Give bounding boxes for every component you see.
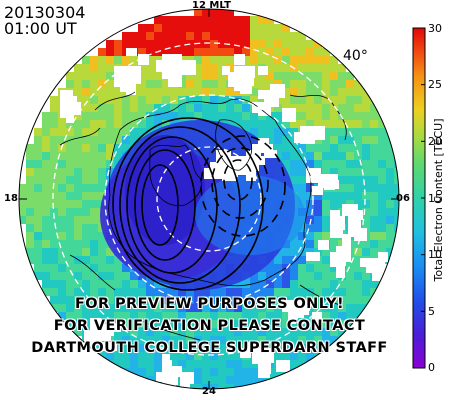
mlt-label-left: 18 [4, 193, 18, 204]
watermark-line-1: FOR PREVIEW PURPOSES ONLY! [74, 296, 345, 312]
colorbar-tick: 15 [428, 192, 442, 205]
coastlines [59, 91, 347, 341]
colorbar-tick: 5 [428, 305, 435, 318]
colorbar-tick: 30 [428, 22, 442, 35]
convection-contours-solid [112, 117, 264, 291]
mlt-label-right: 06 [396, 193, 410, 204]
colorbar-tick: 25 [428, 78, 442, 91]
date-label: 20130304 [4, 3, 86, 22]
colorbar-tick: 0 [428, 361, 435, 374]
watermark-line-2: FOR VERIFICATION PLEASE CONTACT [53, 318, 366, 334]
time-label: 01:00 UT [4, 19, 77, 38]
watermark-line-3: DARTMOUTH COLLEGE SUPERDARN STAFF [31, 340, 388, 356]
colorbar-tick: 20 [428, 135, 442, 148]
mlt-label-bottom: 24 [202, 386, 216, 397]
latitude-circles [52, 42, 366, 356]
convection-contours-dashed [200, 135, 286, 237]
colorbar-title: Total Electron Content [TECU] [432, 118, 445, 282]
latitude-label: 40° [343, 48, 368, 64]
mlt-ticks [19, 9, 399, 389]
tec-field [19, 9, 399, 389]
colorbar-tick: 10 [428, 248, 442, 261]
mlt-label-top: 12 MLT [192, 0, 231, 11]
